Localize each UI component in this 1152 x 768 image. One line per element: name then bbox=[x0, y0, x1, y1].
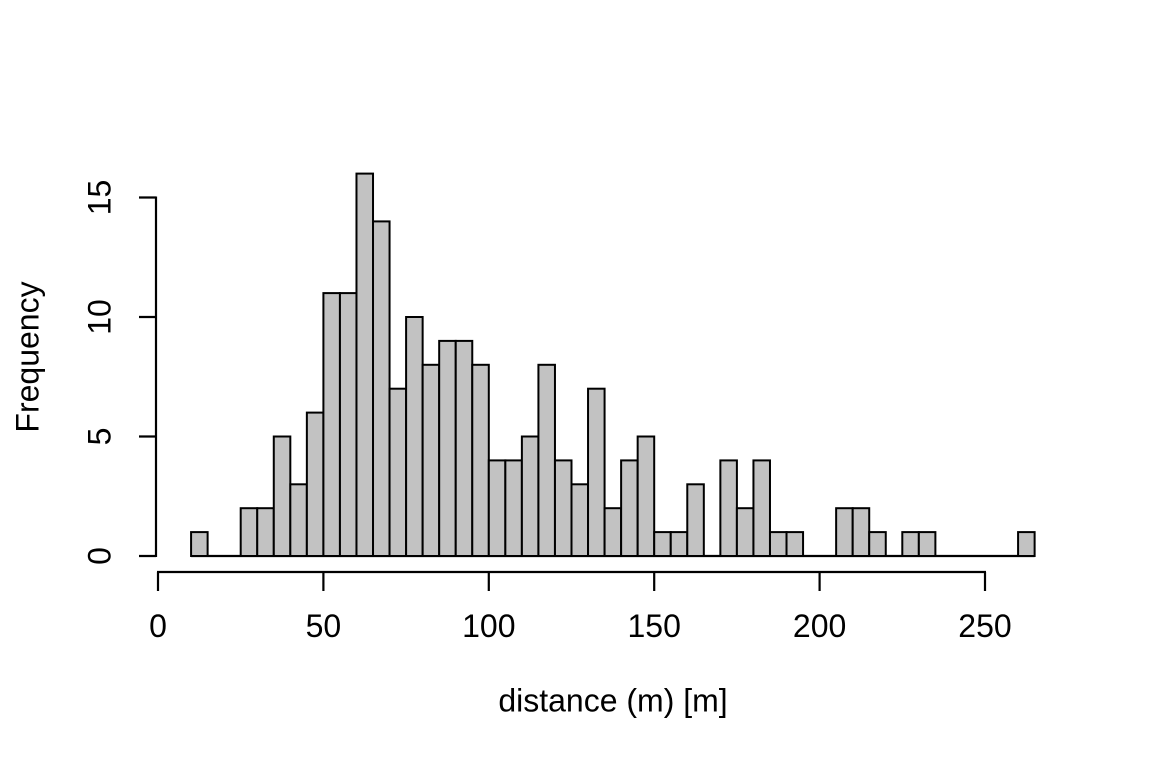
histogram-bar bbox=[636, 435, 656, 557]
x-tick-label: 0 bbox=[149, 608, 167, 644]
x-tick-label: 200 bbox=[793, 608, 846, 644]
histogram-bar bbox=[289, 483, 308, 557]
histogram-bar bbox=[768, 531, 788, 557]
histogram-bar bbox=[553, 459, 573, 557]
y-tick-label: 0 bbox=[82, 547, 118, 565]
x-tick-label: 100 bbox=[462, 608, 515, 644]
histogram-bar bbox=[239, 507, 259, 558]
histogram-bar bbox=[487, 459, 507, 557]
histogram-bar bbox=[603, 507, 623, 558]
histogram-bar bbox=[471, 363, 490, 557]
histogram-bar bbox=[421, 363, 441, 557]
histogram-bar bbox=[537, 363, 556, 557]
x-tick-label: 250 bbox=[958, 608, 1011, 644]
histogram-bar bbox=[686, 483, 705, 557]
histogram-bar bbox=[256, 507, 275, 558]
histogram-bar bbox=[719, 459, 738, 557]
histogram-bar bbox=[851, 507, 871, 558]
histogram-bar bbox=[454, 339, 474, 557]
histogram-bar bbox=[752, 459, 771, 557]
histogram-bar bbox=[388, 387, 408, 558]
histogram-bar bbox=[272, 435, 292, 557]
histogram-bar bbox=[917, 531, 937, 557]
histogram-bar bbox=[669, 531, 689, 557]
histogram-bar bbox=[438, 339, 457, 557]
histogram-bar bbox=[735, 507, 755, 558]
histogram-bar bbox=[405, 316, 424, 557]
y-axis-title: Frequency bbox=[9, 281, 46, 433]
y-tick-label: 5 bbox=[82, 428, 118, 446]
histogram-bar bbox=[835, 507, 854, 558]
histogram-bar bbox=[1017, 531, 1036, 557]
histogram-bar bbox=[355, 172, 375, 557]
histogram-bar bbox=[520, 435, 540, 557]
histogram-bar bbox=[322, 292, 341, 557]
histogram-bar bbox=[785, 531, 805, 557]
y-tick-label: 15 bbox=[82, 180, 118, 216]
histogram-bar bbox=[901, 531, 920, 557]
histogram-bar bbox=[504, 459, 523, 557]
histogram-bar bbox=[190, 531, 209, 557]
x-tick-label: 150 bbox=[628, 608, 681, 644]
histogram-bar bbox=[338, 292, 358, 557]
histogram-bar bbox=[570, 483, 590, 557]
histogram-bar bbox=[372, 220, 391, 557]
histogram-bar bbox=[868, 531, 887, 557]
histogram-bar bbox=[305, 411, 325, 557]
histogram-bar bbox=[620, 459, 639, 557]
histogram-bar bbox=[587, 387, 606, 558]
x-axis-title: distance (m) [m] bbox=[498, 682, 728, 719]
x-tick-label: 50 bbox=[306, 608, 342, 644]
y-tick-label: 10 bbox=[82, 299, 118, 335]
histogram-bar bbox=[653, 531, 672, 557]
